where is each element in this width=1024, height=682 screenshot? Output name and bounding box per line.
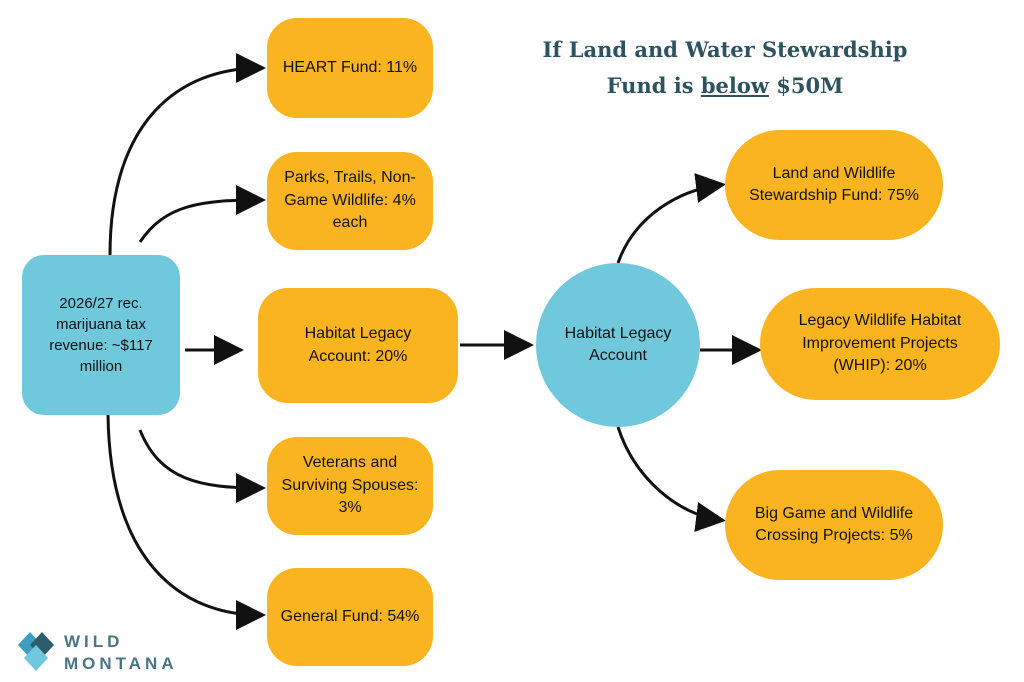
logo-icon (18, 632, 54, 671)
hub-node: Habitat Legacy Account (536, 263, 700, 427)
allocation-node: Parks, Trails, Non-Game Wildlife: 4% eac… (267, 152, 433, 250)
logo-text: WILD (64, 632, 124, 651)
allocation-node: General Fund: 54% (267, 568, 433, 666)
arrows (106, 53, 762, 630)
logo-text: MONTANA (64, 654, 178, 673)
title-text: $50M (768, 73, 844, 98)
allocation-node: Veterans and Surviving Spouses: 3% (267, 437, 433, 535)
sub-allocation-node: Big Game and Wildlife Crossing Projects:… (725, 470, 943, 580)
sub-allocation-node: Land and Wildlife Stewardship Fund: 75% (725, 130, 943, 240)
sub-allocation-node: Legacy Wildlife Habitat Improvement Proj… (760, 288, 1000, 400)
title-emphasis: below (700, 73, 769, 98)
title: If Land and Water Stewardship Fund is be… (520, 32, 930, 104)
allocation-node: HEART Fund: 11% (267, 18, 433, 118)
source-node: 2026/27 rec. marijuana tax revenue: ~$11… (22, 255, 180, 415)
allocation-node: Habitat Legacy Account: 20% (258, 288, 458, 403)
title-text: If Land and Water Stewardship Fund is (542, 37, 908, 98)
